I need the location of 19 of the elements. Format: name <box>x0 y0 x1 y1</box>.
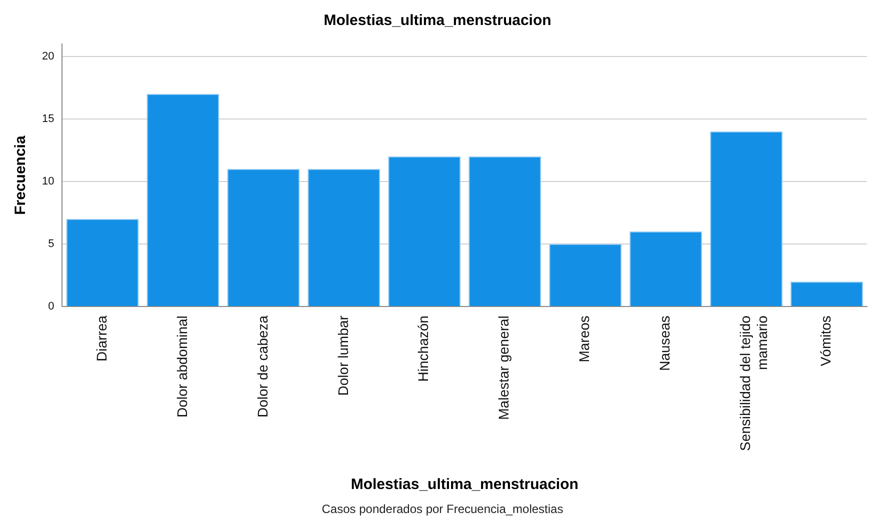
x-tick-label: Nauseas <box>656 316 673 371</box>
y-tick-label: 10 <box>42 176 54 188</box>
x-tick-label: Dolor abdominal <box>174 316 190 418</box>
text: Casos ponderados por Frecuencia_molestias <box>320 502 564 516</box>
y-tick-label: 15 <box>42 113 54 126</box>
x-tick-label: Dolor lumbar <box>334 315 351 396</box>
x-tick-label: Mareos <box>576 316 592 362</box>
x-tick-label: Hinchazón <box>415 316 432 382</box>
x-tick-label: Vómitos <box>818 316 834 366</box>
chart-title: Molestias_ultima_menstruacion <box>324 12 552 30</box>
x-tick-label: Malestar general <box>496 316 512 420</box>
x-tick-label: Diarrea <box>93 315 110 362</box>
x-tick-label: Dolor de cabeza <box>254 315 270 418</box>
x-tick-label: Sensibilidad del tejido mamario <box>737 315 770 452</box>
y-axis-title: Frecuencia <box>12 135 30 215</box>
y-tick-label: 0 <box>48 300 54 313</box>
y-tick-label: 5 <box>48 238 54 250</box>
x-axis-title: Molestias_ultima_menstruacion <box>350 476 578 494</box>
y-tick-label: 20 <box>42 50 54 63</box>
